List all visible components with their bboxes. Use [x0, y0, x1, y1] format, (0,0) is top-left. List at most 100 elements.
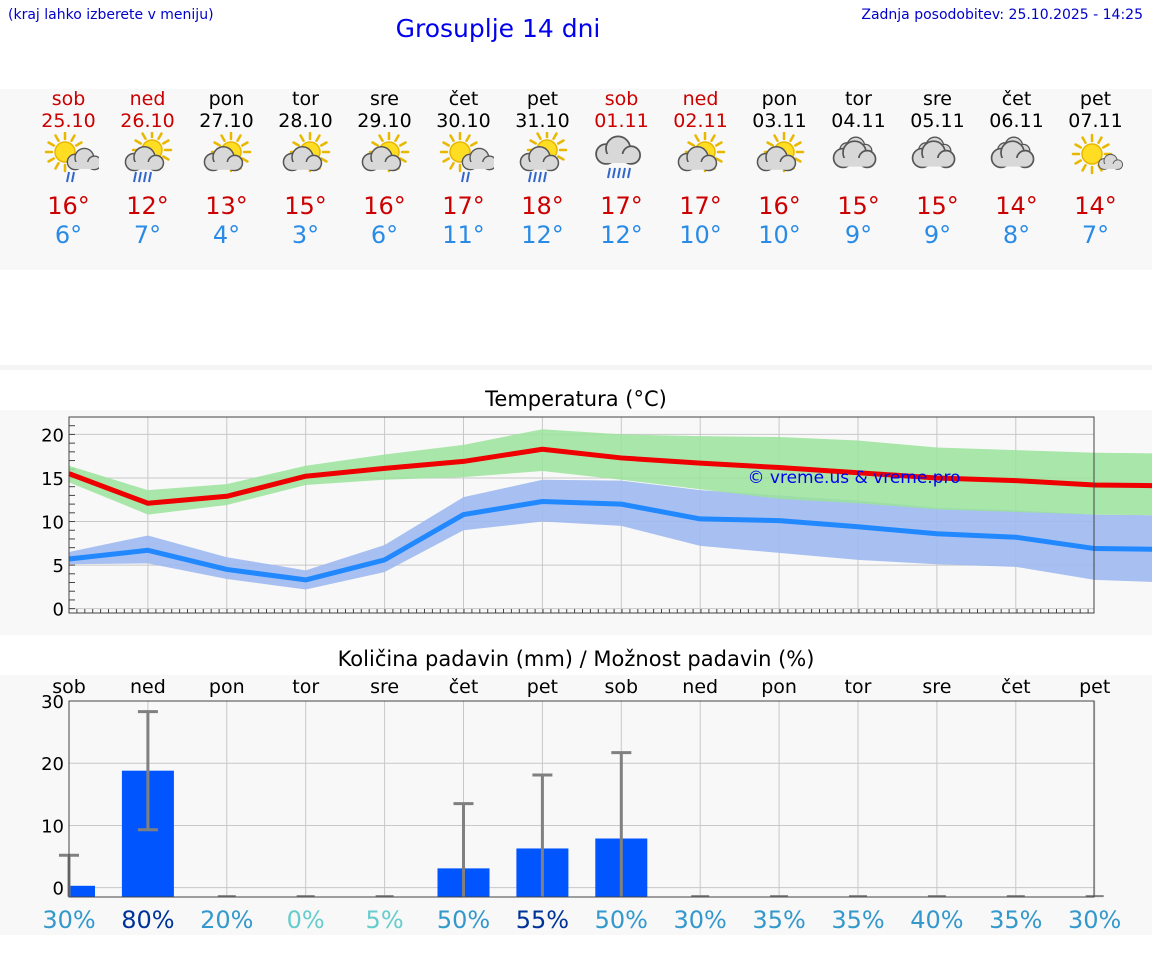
day-name: sre: [370, 88, 399, 110]
day-date: 05.11: [910, 110, 965, 132]
x-day-label: pet: [527, 676, 558, 698]
max-temp: 17°: [600, 192, 643, 220]
y-tick-label: 20: [41, 425, 64, 446]
x-day-label: tor: [292, 676, 319, 698]
day-date: 25.10: [41, 110, 96, 132]
clouds-icon: [990, 136, 1034, 169]
location-hint: (kraj lahko izberete v meniju): [8, 7, 214, 23]
plot-area: [69, 701, 1094, 897]
day-date: 06.11: [989, 110, 1044, 132]
min-temp: 6°: [370, 221, 399, 249]
plot-frame: [68, 416, 1095, 614]
y-tick-label: 20: [41, 754, 64, 775]
precipitation-probability: 30%: [1068, 906, 1121, 934]
precipitation-chart: sob ned pon tor sre čet pet sob ned pon tor sre čet p…: [41, 676, 1121, 934]
day-date: 01.11: [594, 110, 649, 132]
weather-icon-cell: [582, 132, 661, 192]
day-name: pon: [761, 88, 798, 110]
x-day-label: sre: [922, 676, 951, 698]
precipitation-probability: 20%: [200, 906, 253, 934]
max-temp: 18°: [521, 192, 564, 220]
day-name: tor: [292, 88, 319, 110]
x-day-label: sre: [370, 676, 399, 698]
weather-icon-cell: [424, 132, 503, 192]
day-name: čet: [1001, 88, 1032, 110]
precipitation-chart-title: Količina padavin (mm) / Možnost padavin …: [337, 647, 815, 671]
min-temp: 10°: [758, 221, 801, 249]
day-date: 28.10: [278, 110, 333, 132]
x-day-label: sob: [52, 676, 86, 698]
x-day-label: pon: [209, 676, 245, 698]
min-range-band: [69, 479, 1152, 590]
min-temp: 9°: [844, 221, 873, 249]
sun-cloud-icon: [677, 132, 725, 173]
precipitation-probability: 50%: [437, 906, 490, 934]
day-date: 02.11: [673, 110, 728, 132]
y-tick-label: 0: [53, 879, 64, 900]
precipitation-probability: 80%: [121, 906, 174, 934]
weather-icon-cell: [503, 132, 582, 192]
day-name: sob: [604, 88, 639, 110]
sun-cloud-icon: [361, 132, 409, 173]
x-day-label: ned: [130, 676, 166, 698]
day-name: sre: [923, 88, 952, 110]
clouds-icon: [911, 136, 955, 169]
max-temp: 15°: [284, 192, 327, 220]
day-forecast: sob 25.10 16° 6°: [29, 88, 108, 249]
y-tick-label: 10: [41, 513, 64, 534]
min-temp: 12°: [521, 221, 564, 249]
weather-icon-cell: [345, 132, 424, 192]
sun-cloud-rain-icon: [439, 132, 494, 183]
day-date: 29.10: [357, 110, 412, 132]
sun-cloud-icon: [203, 132, 251, 173]
day-forecast: sob 01.11 17° 12°: [582, 88, 661, 249]
day-name: tor: [845, 88, 872, 110]
day-date: 31.10: [515, 110, 570, 132]
precipitation-probability: 40%: [910, 906, 963, 934]
clouds-icon: [832, 136, 876, 169]
x-day-label: tor: [845, 676, 872, 698]
min-temp: 12°: [600, 221, 643, 249]
min-temp: 10°: [679, 221, 722, 249]
max-temp: 16°: [758, 192, 801, 220]
precipitation-probability: 35%: [831, 906, 884, 934]
min-temp: 8°: [1002, 221, 1031, 249]
y-tick-label: 30: [41, 692, 64, 713]
max-temp: 14°: [995, 192, 1038, 220]
weather-icon-cell: [898, 132, 977, 192]
x-day-label: sob: [605, 676, 639, 698]
day-forecast: sre 29.10 16° 6°: [345, 88, 424, 249]
sun-cloud-icon: [756, 132, 804, 173]
sun-cloud-heavy-rain-icon: [124, 132, 172, 183]
sun-cloud-icon: [282, 132, 330, 173]
day-name: pet: [526, 88, 559, 110]
max-temp: 16°: [47, 192, 90, 220]
day-name: ned: [682, 88, 719, 110]
y-tick-label: 10: [41, 816, 64, 837]
daily-forecast-panel: [0, 89, 1152, 270]
precipitation-probability: 35%: [752, 906, 805, 934]
weather-icon-cell: [187, 132, 266, 192]
precipitation-probability: 35%: [989, 906, 1042, 934]
day-forecast: pet 31.10 18° 12°: [503, 88, 582, 249]
precipitation-probability: 50%: [595, 906, 648, 934]
day-forecast: ned 26.10 12° 7°: [108, 88, 187, 249]
day-date: 03.11: [752, 110, 807, 132]
day-date: 04.11: [831, 110, 886, 132]
precipitation-probability: 55%: [516, 906, 569, 934]
day-forecast: pet 07.11 14° 7°: [1056, 88, 1135, 249]
day-name: pon: [208, 88, 245, 110]
day-forecast: čet 30.10 17° 11°: [424, 88, 503, 249]
weather-icon-cell: [266, 132, 345, 192]
x-day-label: pet: [1079, 676, 1110, 698]
weather-icon-cell: [977, 132, 1056, 192]
cloud-rain-icon: [594, 135, 641, 179]
divider: [0, 365, 1152, 370]
precipitation-bar: [69, 885, 95, 897]
day-forecast: ned 02.11 17° 10°: [661, 88, 740, 249]
min-temp: 3°: [291, 221, 320, 249]
day-name: ned: [129, 88, 166, 110]
weather-icon-cell: [108, 132, 187, 192]
weather-icon-cell: [29, 132, 108, 192]
temperature-chart-title: Temperatura (°C): [485, 387, 667, 411]
